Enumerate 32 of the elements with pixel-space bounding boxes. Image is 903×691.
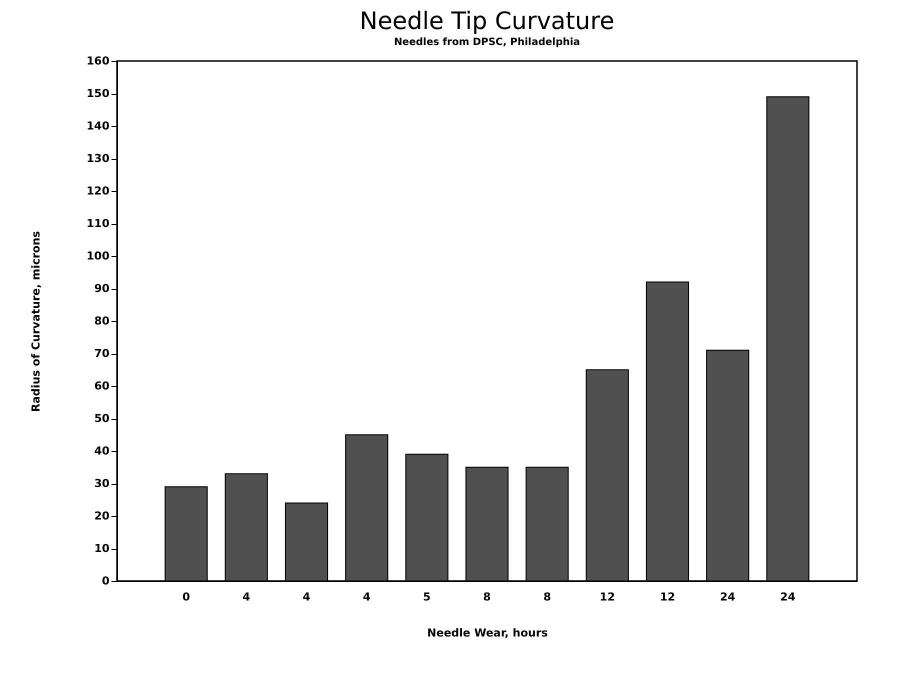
y-tick-label: 160 [86, 54, 110, 68]
y-tick-label: 0 [102, 574, 110, 588]
y-tick-label: 130 [86, 152, 110, 165]
y-tick-label: 10 [94, 542, 110, 555]
x-tick-label: 5 [423, 590, 431, 604]
y-tick-label: 120 [86, 184, 110, 198]
y-tick-label: 90 [94, 282, 110, 295]
x-tick-label: 8 [543, 590, 551, 604]
chart-subtitle: Needles from DPSC, Philadelphia [394, 37, 580, 48]
y-tick-label: 50 [94, 412, 110, 425]
y-tick-label: 20 [94, 510, 110, 522]
y-tick-label: 110 [86, 217, 110, 230]
x-tick-label: 12 [600, 590, 615, 604]
x-tick-label: 4 [362, 590, 371, 604]
x-tick-label: 4 [302, 590, 311, 604]
x-tick-label: 24 [720, 590, 736, 604]
y-tick-label: 150 [86, 87, 110, 100]
x-tick-label: 4 [242, 590, 251, 604]
chart-title: Needle Tip Curvature [360, 7, 614, 35]
y-tick-label: 60 [94, 380, 110, 392]
y-tick-label: 40 [94, 444, 110, 458]
x-tick-label: 12 [660, 590, 676, 604]
y-tick-label: 30 [94, 477, 110, 490]
y-tick-label: 70 [94, 347, 110, 360]
x-tick-label: 24 [780, 590, 796, 604]
y-tick-label: 80 [94, 314, 110, 328]
x-tick-label: 8 [483, 590, 491, 604]
x-tick-label: 0 [182, 590, 190, 604]
y-tick-label: 100 [86, 250, 110, 262]
y-axis-title: Radius of Curvature, microns [30, 230, 43, 412]
y-tick-label: 140 [86, 120, 110, 132]
x-axis-title: Needle Wear, hours [427, 626, 548, 640]
